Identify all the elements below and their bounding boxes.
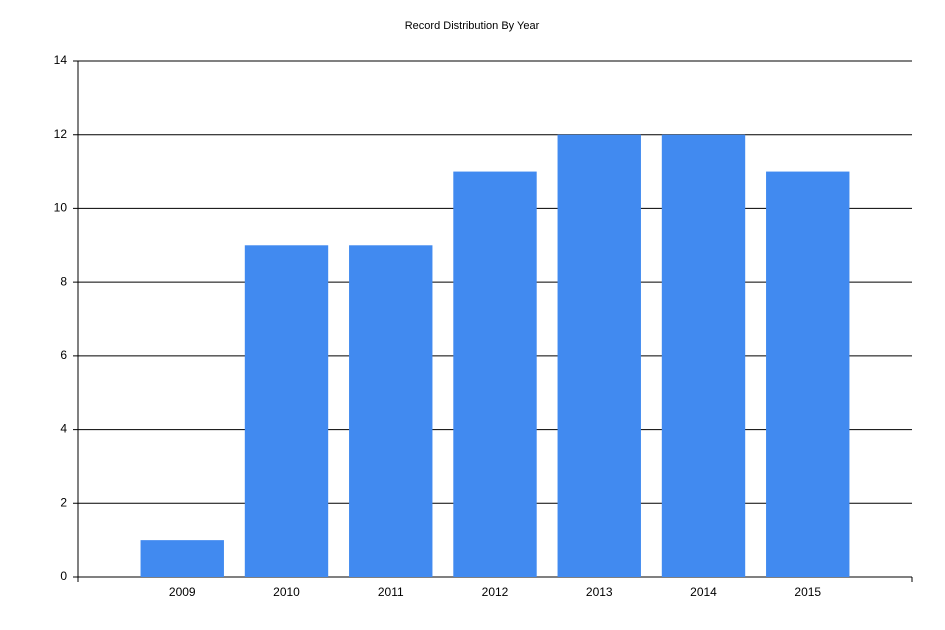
x-tick-label: 2010	[273, 585, 300, 599]
y-tick-label: 8	[60, 274, 67, 288]
bar	[349, 245, 433, 578]
y-tick-label: 2	[60, 495, 67, 509]
bar	[661, 134, 746, 577]
chart-title: Record Distribution By Year	[405, 20, 540, 32]
bar	[766, 171, 850, 578]
bar	[244, 245, 329, 578]
y-tick-label: 10	[54, 201, 68, 215]
y-tick-label: 0	[60, 569, 67, 583]
x-tick-label: 2011	[378, 585, 404, 599]
x-tick-label: 2014	[690, 585, 717, 599]
y-tick-label: 12	[54, 127, 68, 141]
y-tick-label: 6	[60, 348, 67, 362]
bar	[140, 540, 224, 577]
bar	[453, 171, 537, 578]
y-tick-label: 4	[60, 422, 67, 436]
x-tick-label: 2009	[169, 585, 196, 599]
x-tick-label: 2012	[482, 585, 509, 599]
x-tick-label: 2015	[794, 585, 821, 599]
y-tick-label: 14	[54, 53, 68, 67]
x-tick-label: 2013	[586, 585, 613, 599]
bar	[557, 134, 641, 577]
